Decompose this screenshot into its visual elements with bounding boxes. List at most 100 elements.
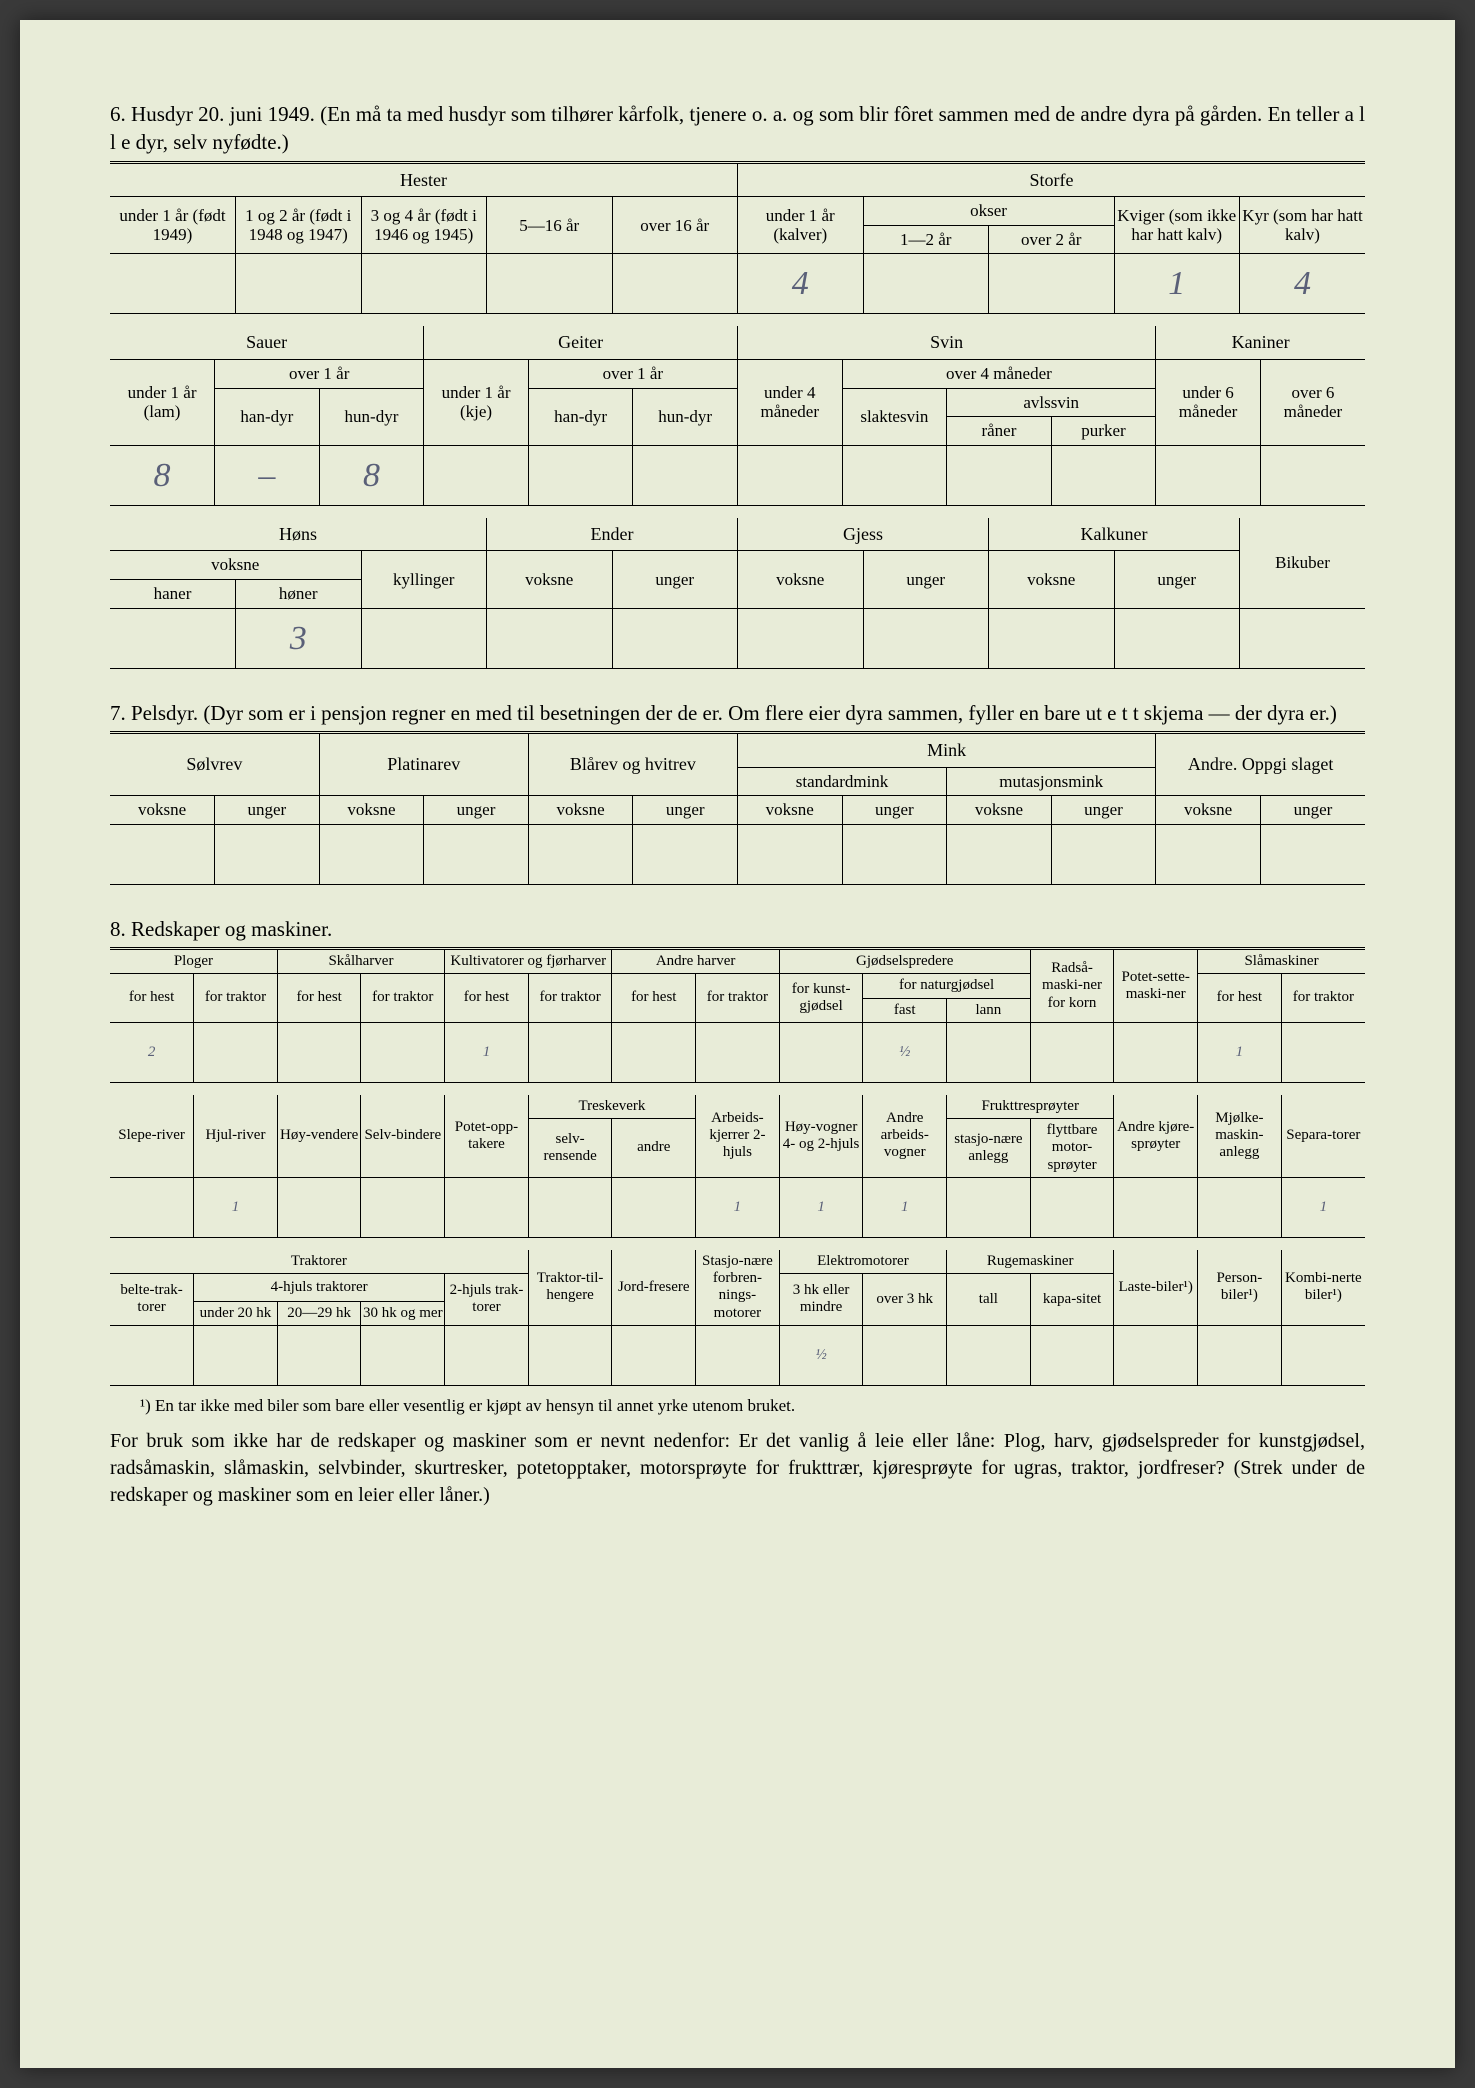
cell — [361, 1325, 445, 1385]
cell — [1281, 1325, 1365, 1385]
cell — [1114, 1177, 1198, 1237]
cell — [863, 254, 989, 314]
cell — [236, 254, 362, 314]
group-solvrev: Sølvrev — [110, 734, 319, 796]
col: avlssvin — [947, 388, 1156, 417]
group-kultivatorer: Kultivatorer og fjørharver — [445, 950, 612, 974]
col: under 6 måneder — [1156, 360, 1261, 446]
col: Traktor-til-hengere — [528, 1250, 612, 1326]
section6-heading: 6. Husdyr 20. juni 1949. (En må ta med h… — [110, 100, 1365, 157]
cell — [1156, 824, 1261, 884]
col: over 4 måneder — [842, 360, 1156, 389]
group-gjess: Gjess — [738, 518, 989, 551]
table-pelsdyr: Sølvrev Platinarev Blårev og hvitrev Min… — [110, 734, 1365, 885]
cell — [612, 1177, 696, 1237]
group-hester: Hester — [110, 164, 738, 197]
col: unger — [424, 796, 529, 825]
cell — [863, 1325, 947, 1385]
col: Kyr (som har hatt kalv) — [1240, 197, 1366, 254]
cell — [110, 1177, 194, 1237]
group-platinarev: Platinarev — [319, 734, 528, 796]
cell — [487, 608, 613, 668]
col: over 6 måneder — [1260, 360, 1365, 446]
cell — [1156, 445, 1261, 505]
section6-title: Husdyr 20. juni 1949. (En må ta med husd… — [110, 102, 1365, 154]
col: unger — [863, 551, 989, 608]
cell — [445, 1325, 529, 1385]
cell — [1030, 1022, 1114, 1082]
col: høner — [236, 580, 362, 609]
col: unger — [1051, 796, 1156, 825]
col: for traktor — [361, 974, 445, 1023]
col: flyttbare motor-sprøyter — [1030, 1119, 1114, 1178]
cell — [1051, 445, 1156, 505]
col: haner — [110, 580, 236, 609]
section7-number: 7. — [110, 701, 126, 725]
cell — [110, 1325, 194, 1385]
col: over 1 år — [215, 360, 424, 389]
cell: 4 — [1240, 254, 1366, 314]
table-hester-storfe: Hester Storfe under 1 år (født 1949) 1 o… — [110, 164, 1365, 315]
col: han-dyr — [528, 388, 633, 445]
group-storfe: Storfe — [738, 164, 1366, 197]
col: Selv-bindere — [361, 1095, 445, 1178]
cell — [1240, 608, 1366, 668]
col: voksne — [947, 796, 1052, 825]
table-hons-ender-gjess-kalkuner: Høns Ender Gjess Kalkuner Bikuber voksne… — [110, 518, 1365, 669]
col: Andre kjøre-sprøyter — [1114, 1095, 1198, 1178]
col: slaktesvin — [842, 388, 947, 445]
cell: 4 — [738, 254, 864, 314]
col: 2-hjuls trak-torer — [445, 1274, 529, 1326]
col: 20—29 hk — [277, 1301, 361, 1325]
cell — [842, 445, 947, 505]
cell — [1030, 1177, 1114, 1237]
col: Elektromotorer — [779, 1250, 946, 1274]
group-andre: Andre. Oppgi slaget — [1156, 734, 1365, 796]
col: kapa-sitet — [1030, 1274, 1114, 1326]
group-mink: Mink — [737, 734, 1155, 767]
cell — [696, 1022, 780, 1082]
col: 1 og 2 år (født i 1948 og 1947) — [236, 197, 362, 254]
section8-title: Redskaper og maskiner. — [131, 917, 332, 941]
col: Person-biler¹) — [1198, 1250, 1282, 1326]
bottom-paragraph: For bruk som ikke har de redskaper og ma… — [110, 1428, 1365, 1509]
cell: ½ — [779, 1325, 863, 1385]
col: Andre arbeids-vogner — [863, 1095, 947, 1178]
col: andre — [612, 1119, 696, 1178]
group-kalkuner: Kalkuner — [989, 518, 1240, 551]
group-ender: Ender — [487, 518, 738, 551]
col: for traktor — [528, 974, 612, 1023]
col: råner — [947, 417, 1052, 446]
col: 4-hjuls traktorer — [194, 1274, 445, 1302]
cell — [110, 254, 236, 314]
col: Høy-vogner 4- og 2-hjuls — [779, 1095, 863, 1178]
col: over 16 år — [612, 197, 738, 254]
cell — [445, 1177, 529, 1237]
cell: 3 — [236, 608, 362, 668]
cell — [1198, 1325, 1282, 1385]
col: Jord-fresere — [612, 1250, 696, 1326]
group-svin: Svin — [737, 326, 1155, 359]
cell — [277, 1325, 361, 1385]
cell — [633, 824, 738, 884]
group-gjodsel: Gjødselspredere — [779, 950, 1030, 974]
col: unger — [633, 796, 738, 825]
cell: 1 — [779, 1177, 863, 1237]
group-traktorer: Traktorer — [110, 1250, 528, 1274]
col: Kviger (som ikke har hatt kalv) — [1114, 197, 1240, 254]
cell — [424, 824, 529, 884]
cell — [1030, 1325, 1114, 1385]
section8-number: 8. — [110, 917, 126, 941]
cell — [528, 445, 633, 505]
col: stasjo-nære anlegg — [947, 1119, 1031, 1178]
col: unger — [1114, 551, 1240, 608]
cell — [1114, 608, 1240, 668]
cell — [277, 1022, 361, 1082]
col: for traktor — [194, 974, 278, 1023]
col: 3 og 4 år (født i 1946 og 1945) — [361, 197, 487, 254]
cell — [528, 1022, 612, 1082]
col: unger — [612, 551, 738, 608]
cell — [528, 824, 633, 884]
col: for naturgjødsel — [863, 974, 1030, 998]
cell — [424, 445, 529, 505]
